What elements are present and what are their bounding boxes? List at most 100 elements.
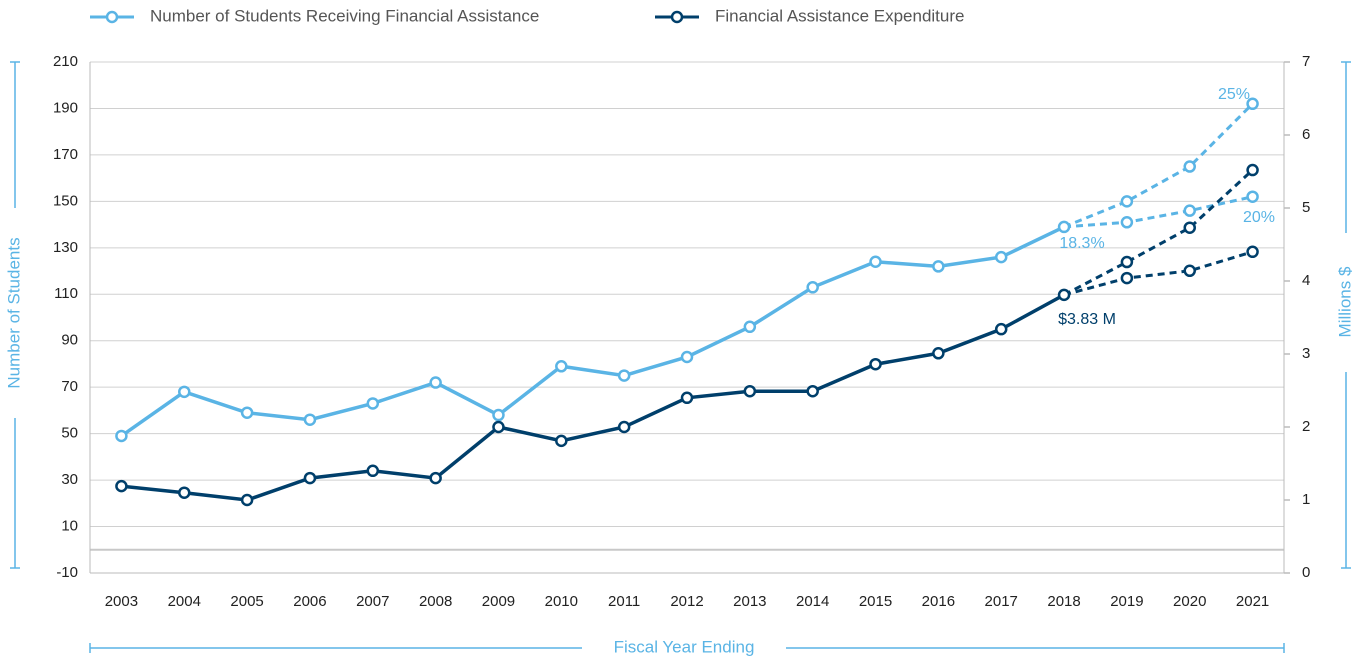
marker [617, 369, 631, 382]
y2-tick-label: 7 [1302, 53, 1310, 70]
x-tick-label: 2009 [482, 593, 515, 610]
x-tick-label: 2011 [608, 593, 640, 610]
marker [555, 434, 568, 448]
legend-label: Number of Students Receiving Financial A… [150, 6, 539, 25]
projection-marker [1183, 204, 1196, 217]
marker [932, 260, 945, 273]
marker [617, 420, 631, 434]
marker [1057, 220, 1071, 234]
marker [869, 357, 882, 371]
y-tick-label: 170 [53, 146, 78, 163]
y-tick-label: 70 [61, 378, 78, 395]
y2-tick-label: 4 [1302, 272, 1310, 289]
y-tick-label: 190 [53, 99, 78, 116]
projection-label: 20% [1243, 209, 1275, 226]
x-tick-label: 2015 [859, 593, 892, 610]
marker [178, 486, 191, 499]
y-tick-label: 110 [54, 285, 78, 302]
marker [869, 255, 882, 269]
projection-marker [1246, 97, 1259, 111]
y-tick-label: 130 [53, 239, 78, 256]
marker [115, 479, 128, 493]
marker [555, 360, 568, 373]
y-tick-label: 90 [61, 332, 78, 349]
marker [806, 281, 819, 294]
annotation: $3.83 M [1058, 311, 1116, 328]
projection-marker [1120, 255, 1134, 269]
series-line [120, 225, 1065, 438]
marker [743, 384, 757, 398]
marker [115, 429, 128, 443]
marker [932, 347, 945, 360]
y-tick-label: 50 [61, 425, 78, 442]
projection-line [1063, 195, 1253, 229]
series-line [121, 293, 1065, 502]
marker [994, 322, 1008, 336]
y-axis-title: Number of Students [4, 237, 23, 388]
projection-marker [1183, 264, 1196, 278]
x-tick-label: 2019 [1110, 593, 1143, 610]
marker [492, 408, 505, 422]
projection-line [1063, 168, 1254, 297]
marker [178, 385, 191, 399]
y-tick-label: 210 [53, 53, 78, 70]
marker [492, 420, 505, 434]
legend-marker [670, 10, 684, 24]
y-tick-label: 10 [61, 518, 78, 535]
projection-marker [1120, 271, 1134, 285]
y2-tick-label: 6 [1302, 126, 1310, 143]
y2-tick-label: 5 [1302, 199, 1310, 216]
marker [994, 250, 1008, 264]
y2-tick-label: 1 [1302, 491, 1310, 508]
marker [240, 493, 254, 507]
y2-axis-title: Millions $ [1335, 266, 1354, 337]
x-tick-label: 2016 [922, 593, 955, 610]
marker [303, 413, 317, 426]
marker [240, 406, 254, 419]
y-tick-label: 30 [61, 471, 78, 488]
x-tick-label: 2003 [105, 593, 138, 610]
projection-marker [1246, 245, 1259, 259]
marker [429, 471, 442, 485]
y-tick-label: -10 [56, 564, 78, 581]
x-tick-label: 2021 [1236, 593, 1269, 610]
projection-marker [1183, 160, 1196, 173]
marker [366, 397, 380, 410]
x-tick-label: 2007 [356, 593, 389, 610]
projection-line [1063, 102, 1254, 229]
projection-marker [1246, 190, 1259, 203]
x-tick-label: 2004 [168, 593, 201, 610]
y2-tick-label: 2 [1302, 418, 1310, 435]
x-tick-label: 2017 [985, 593, 1018, 610]
legend-label: Financial Assistance Expenditure [715, 6, 964, 25]
projection-marker [1183, 221, 1196, 234]
x-tick-label: 2005 [230, 593, 263, 610]
marker [429, 376, 442, 389]
marker [806, 384, 819, 398]
x-tick-label: 2008 [419, 593, 452, 610]
x-tick-label: 2020 [1173, 593, 1206, 610]
y2-tick-label: 3 [1302, 345, 1310, 362]
x-tick-label: 2006 [293, 593, 326, 610]
legend-marker [105, 10, 119, 24]
marker [743, 320, 757, 334]
marker [366, 464, 380, 478]
marker [303, 471, 317, 485]
x-tick-label: 2014 [796, 593, 829, 610]
y2-tick-label: 0 [1302, 564, 1310, 581]
projection-marker [1120, 195, 1134, 208]
projection-label: 25% [1218, 86, 1250, 103]
marker [680, 391, 694, 405]
x-tick-label: 2013 [733, 593, 766, 610]
x-axis-title: Fiscal Year Ending [614, 637, 755, 656]
y-tick-label: 150 [53, 192, 78, 209]
marker [680, 350, 694, 364]
annotation: 18.3% [1059, 235, 1104, 252]
projection-marker [1246, 163, 1259, 177]
x-tick-label: 2010 [545, 593, 578, 610]
x-tick-label: 2018 [1047, 593, 1080, 610]
marker [1057, 288, 1071, 302]
x-tick-label: 2012 [670, 593, 703, 610]
projection-line [1063, 250, 1254, 297]
